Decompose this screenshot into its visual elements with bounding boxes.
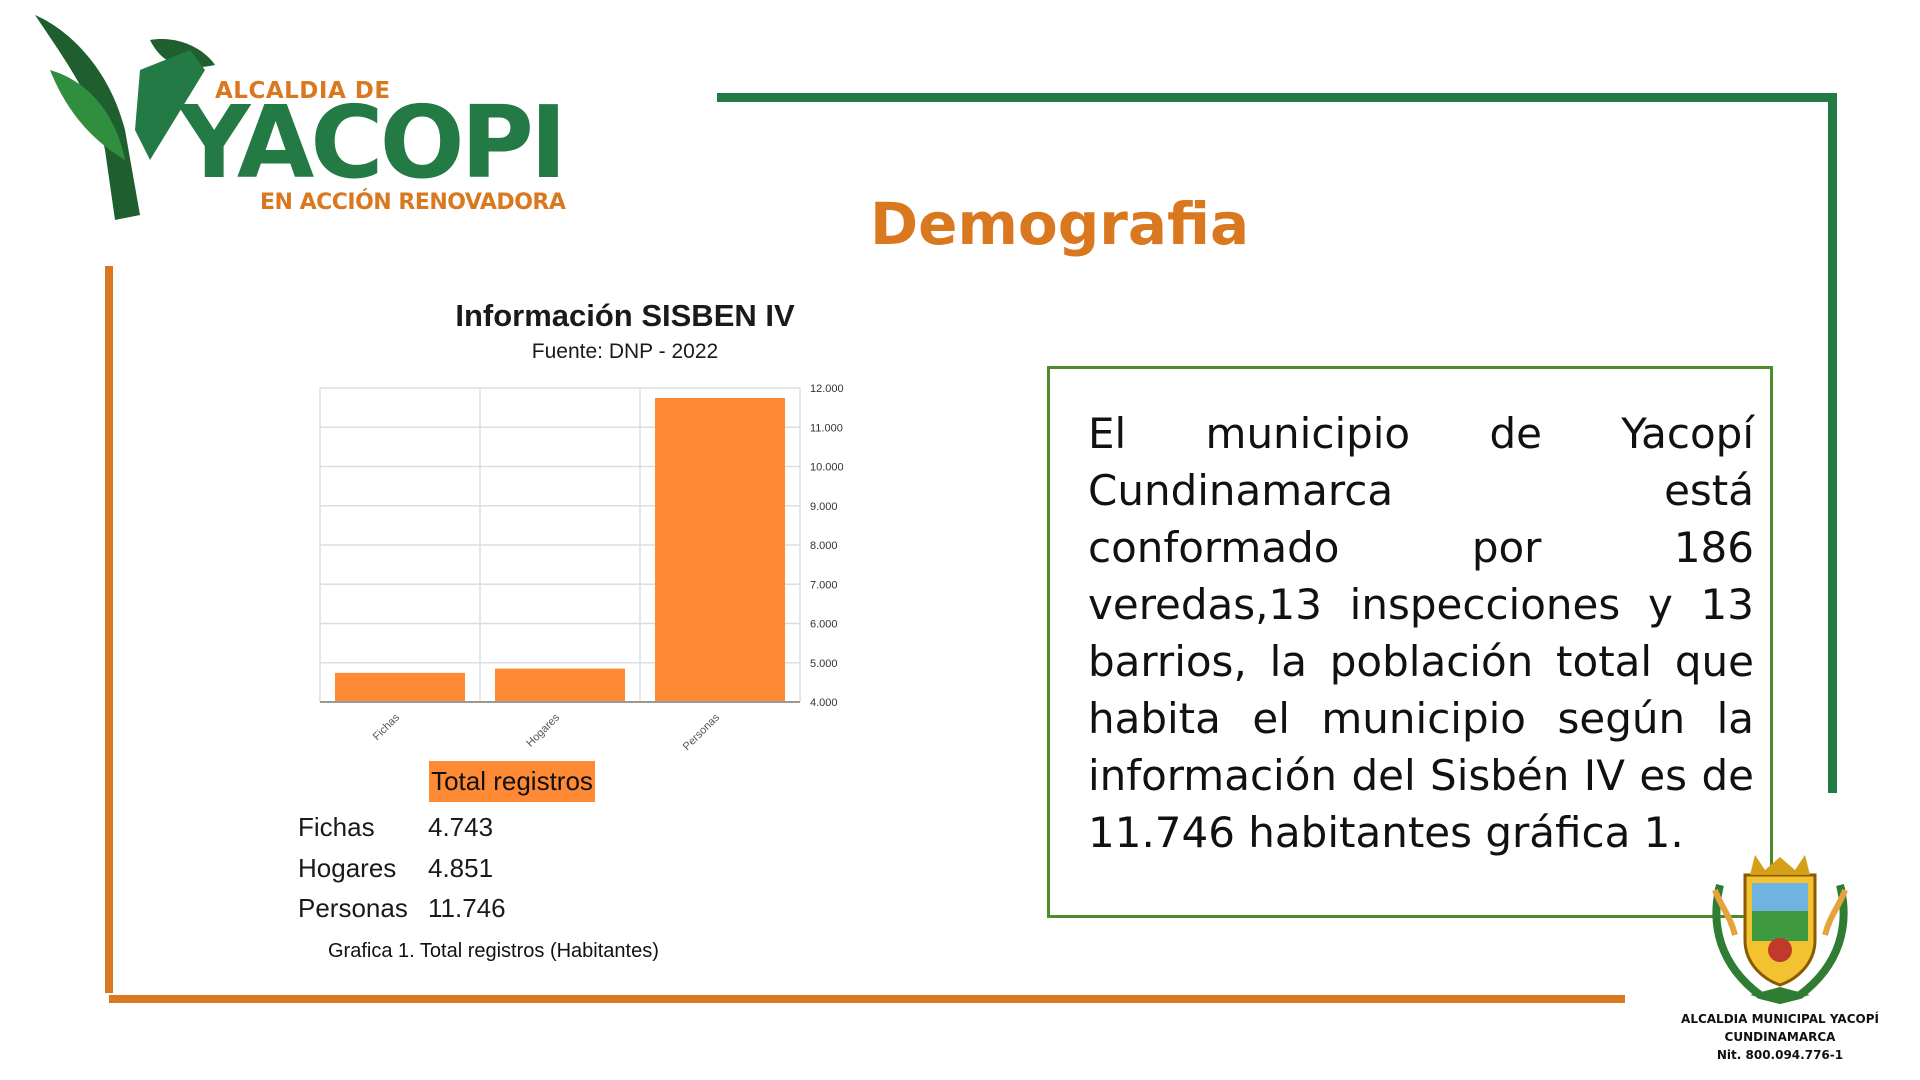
- seal-line-1: ALCALDIA MUNICIPAL YACOPÍ: [1681, 1012, 1879, 1026]
- y-tick-label: 8.000: [810, 540, 838, 552]
- yacopi-logo: ALCALDIA DE YACOPI EN ACCIÓN RENOVADORA: [30, 10, 570, 225]
- y-tick-label: 7.000: [810, 579, 838, 591]
- chart-caption: Grafica 1. Total registros (Habitantes): [328, 940, 659, 962]
- y-tick-label: 11.000: [810, 422, 843, 434]
- bar-chart: 4.000 5.000 6.000 7.000 8.000 9.000 10.000 11.0…: [319, 383, 844, 753]
- table-header: Total registros: [429, 761, 595, 802]
- x-tick-label: Fichas: [371, 711, 403, 743]
- seal-line-3: Nit. 800.094.776-1: [1716, 1048, 1844, 1062]
- table-value-personas: 11.746: [428, 893, 506, 923]
- decorative-line-right: [1828, 93, 1837, 793]
- table-label-personas: Personas: [298, 893, 408, 923]
- description-text: El municipio de Yacopí Cundinamarca está…: [1088, 409, 1754, 857]
- chart-title: Información SISBEN IV: [455, 298, 795, 333]
- bar-personas: [655, 397, 785, 702]
- description-box: El municipio de Yacopí Cundinamarca está…: [1047, 366, 1773, 918]
- decorative-line-left: [105, 266, 113, 993]
- table-value-fichas: 4.743: [428, 812, 494, 842]
- y-tick-label: 5.000: [810, 658, 838, 670]
- table-value-hogares: 4.851: [428, 853, 494, 883]
- section-title: Demografia: [870, 190, 1250, 258]
- decorative-line-bottom: [109, 995, 1625, 1003]
- x-tick-label: Personas: [681, 711, 723, 753]
- y-tick-label: 9.000: [810, 501, 838, 513]
- chart-subtitle: Fuente: DNP - 2022: [531, 340, 719, 363]
- y-tick-label: 12.000: [810, 383, 844, 395]
- logo-top-text: ALCALDIA DE: [215, 78, 391, 104]
- municipal-seal-icon: [1712, 855, 1848, 1005]
- y-tick-label: 6.000: [810, 619, 838, 631]
- logo-bottom-text: EN ACCIÓN RENOVADORA: [260, 190, 566, 215]
- bar-hogares: [495, 668, 625, 702]
- decorative-line-top: [717, 93, 1837, 102]
- x-tick-label: Hogares: [524, 711, 562, 749]
- table-label-hogares: Hogares: [298, 853, 397, 883]
- table-label-fichas: Fichas: [298, 812, 375, 842]
- logo-main-text: YACOPI: [178, 84, 567, 201]
- bar-fichas: [335, 672, 465, 702]
- leaf-logo-icon: [35, 15, 215, 220]
- y-tick-label: 4.000: [810, 697, 838, 709]
- seal-line-2: CUNDINAMARCA: [1724, 1030, 1836, 1044]
- y-tick-label: 10.000: [810, 462, 844, 474]
